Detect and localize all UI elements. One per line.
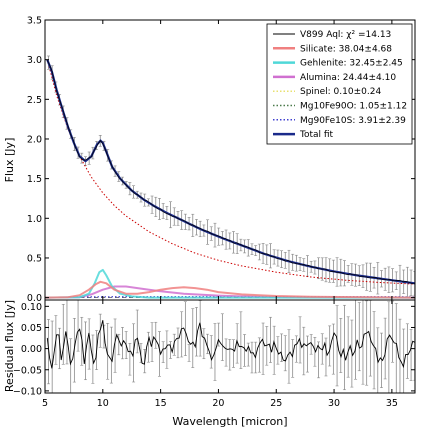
flux-panel: 0.0 0.5 1.0 1.5 2.0 2.5 3.0 3.5 Flux [Jy] <box>3 16 416 304</box>
residual-axis-ticks: −0.10 −0.05 0.00 0.05 0.10 5 10 15 20 25 30 35 <box>13 300 415 409</box>
x-tick-label: 30 <box>328 398 340 409</box>
residual-panel: −0.10 −0.05 0.00 0.05 0.10 5 10 15 20 25 30 35 Resi… <box>3 299 416 428</box>
flux-y-tick-label: 0.0 <box>27 293 42 304</box>
flux-y-tick-label: 0.5 <box>27 253 42 264</box>
x-tick-label: 20 <box>212 398 224 409</box>
residual-y-tick-label: −0.05 <box>13 365 42 376</box>
x-tick-label: 15 <box>155 398 167 409</box>
flux-y-tick-label: 1.5 <box>27 174 42 185</box>
residual-y-tick-label: −0.10 <box>13 386 42 397</box>
legend-label: Mg90Fe10S: 3.91±2.39 <box>300 116 406 126</box>
silicate-line <box>45 280 415 299</box>
residual-y-tick-label: 0.05 <box>21 323 42 334</box>
x-tick-label: 5 <box>42 398 48 409</box>
observed-spectrum-line <box>46 60 415 285</box>
legend-box <box>266 23 413 145</box>
flux-series-lines <box>45 59 415 299</box>
legend-label: Total fit <box>299 130 334 140</box>
residual-line <box>46 320 415 369</box>
x-tick-label: 10 <box>97 398 109 409</box>
flux-y-tick-label: 2.0 <box>27 134 42 145</box>
x-tick-label: 25 <box>270 398 282 409</box>
legend: V899 Aql: χ² =14.13 Silicate: 38.04±4.68 G… <box>266 23 413 145</box>
residual-plot-frame <box>44 299 416 394</box>
flux-y-tick-label: 3.5 <box>27 16 42 27</box>
residual-error-bars <box>46 300 415 393</box>
residual-y-tick-label: 0.10 <box>21 302 42 313</box>
flux-y-tick-label: 1.0 <box>27 214 42 225</box>
flux-y-tick-label: 2.5 <box>27 95 42 106</box>
residual-series-lines <box>46 320 415 369</box>
flux-y-axis-label: Flux [Jy] <box>3 138 16 183</box>
flux-y-tick-label: 3.0 <box>27 55 42 66</box>
legend-label: V899 Aql: χ² =14.13 <box>300 30 391 40</box>
gehlenite-line <box>45 268 415 299</box>
flux-axis-ticks: 0.0 0.5 1.0 1.5 2.0 2.5 3.0 3.5 <box>27 16 415 304</box>
x-axis-label: Wavelength [micron] <box>172 415 287 428</box>
x-tick-label: 35 <box>386 398 398 409</box>
legend-label: Silicate: 38.04±4.68 <box>300 44 392 54</box>
alumina-line <box>45 285 415 299</box>
legend-label: Spinel: 0.10±0.24 <box>300 87 381 97</box>
residual-y-axis-label: Residual flux [Jy] <box>3 300 16 392</box>
legend-label: Alumina: 24.44±4.10 <box>300 73 396 83</box>
legend-label: Mg10Fe90O: 1.05±1.12 <box>300 102 407 112</box>
legend-label: Gehlenite: 32.45±2.45 <box>300 59 403 69</box>
residual-y-tick-label: 0.00 <box>21 344 42 355</box>
